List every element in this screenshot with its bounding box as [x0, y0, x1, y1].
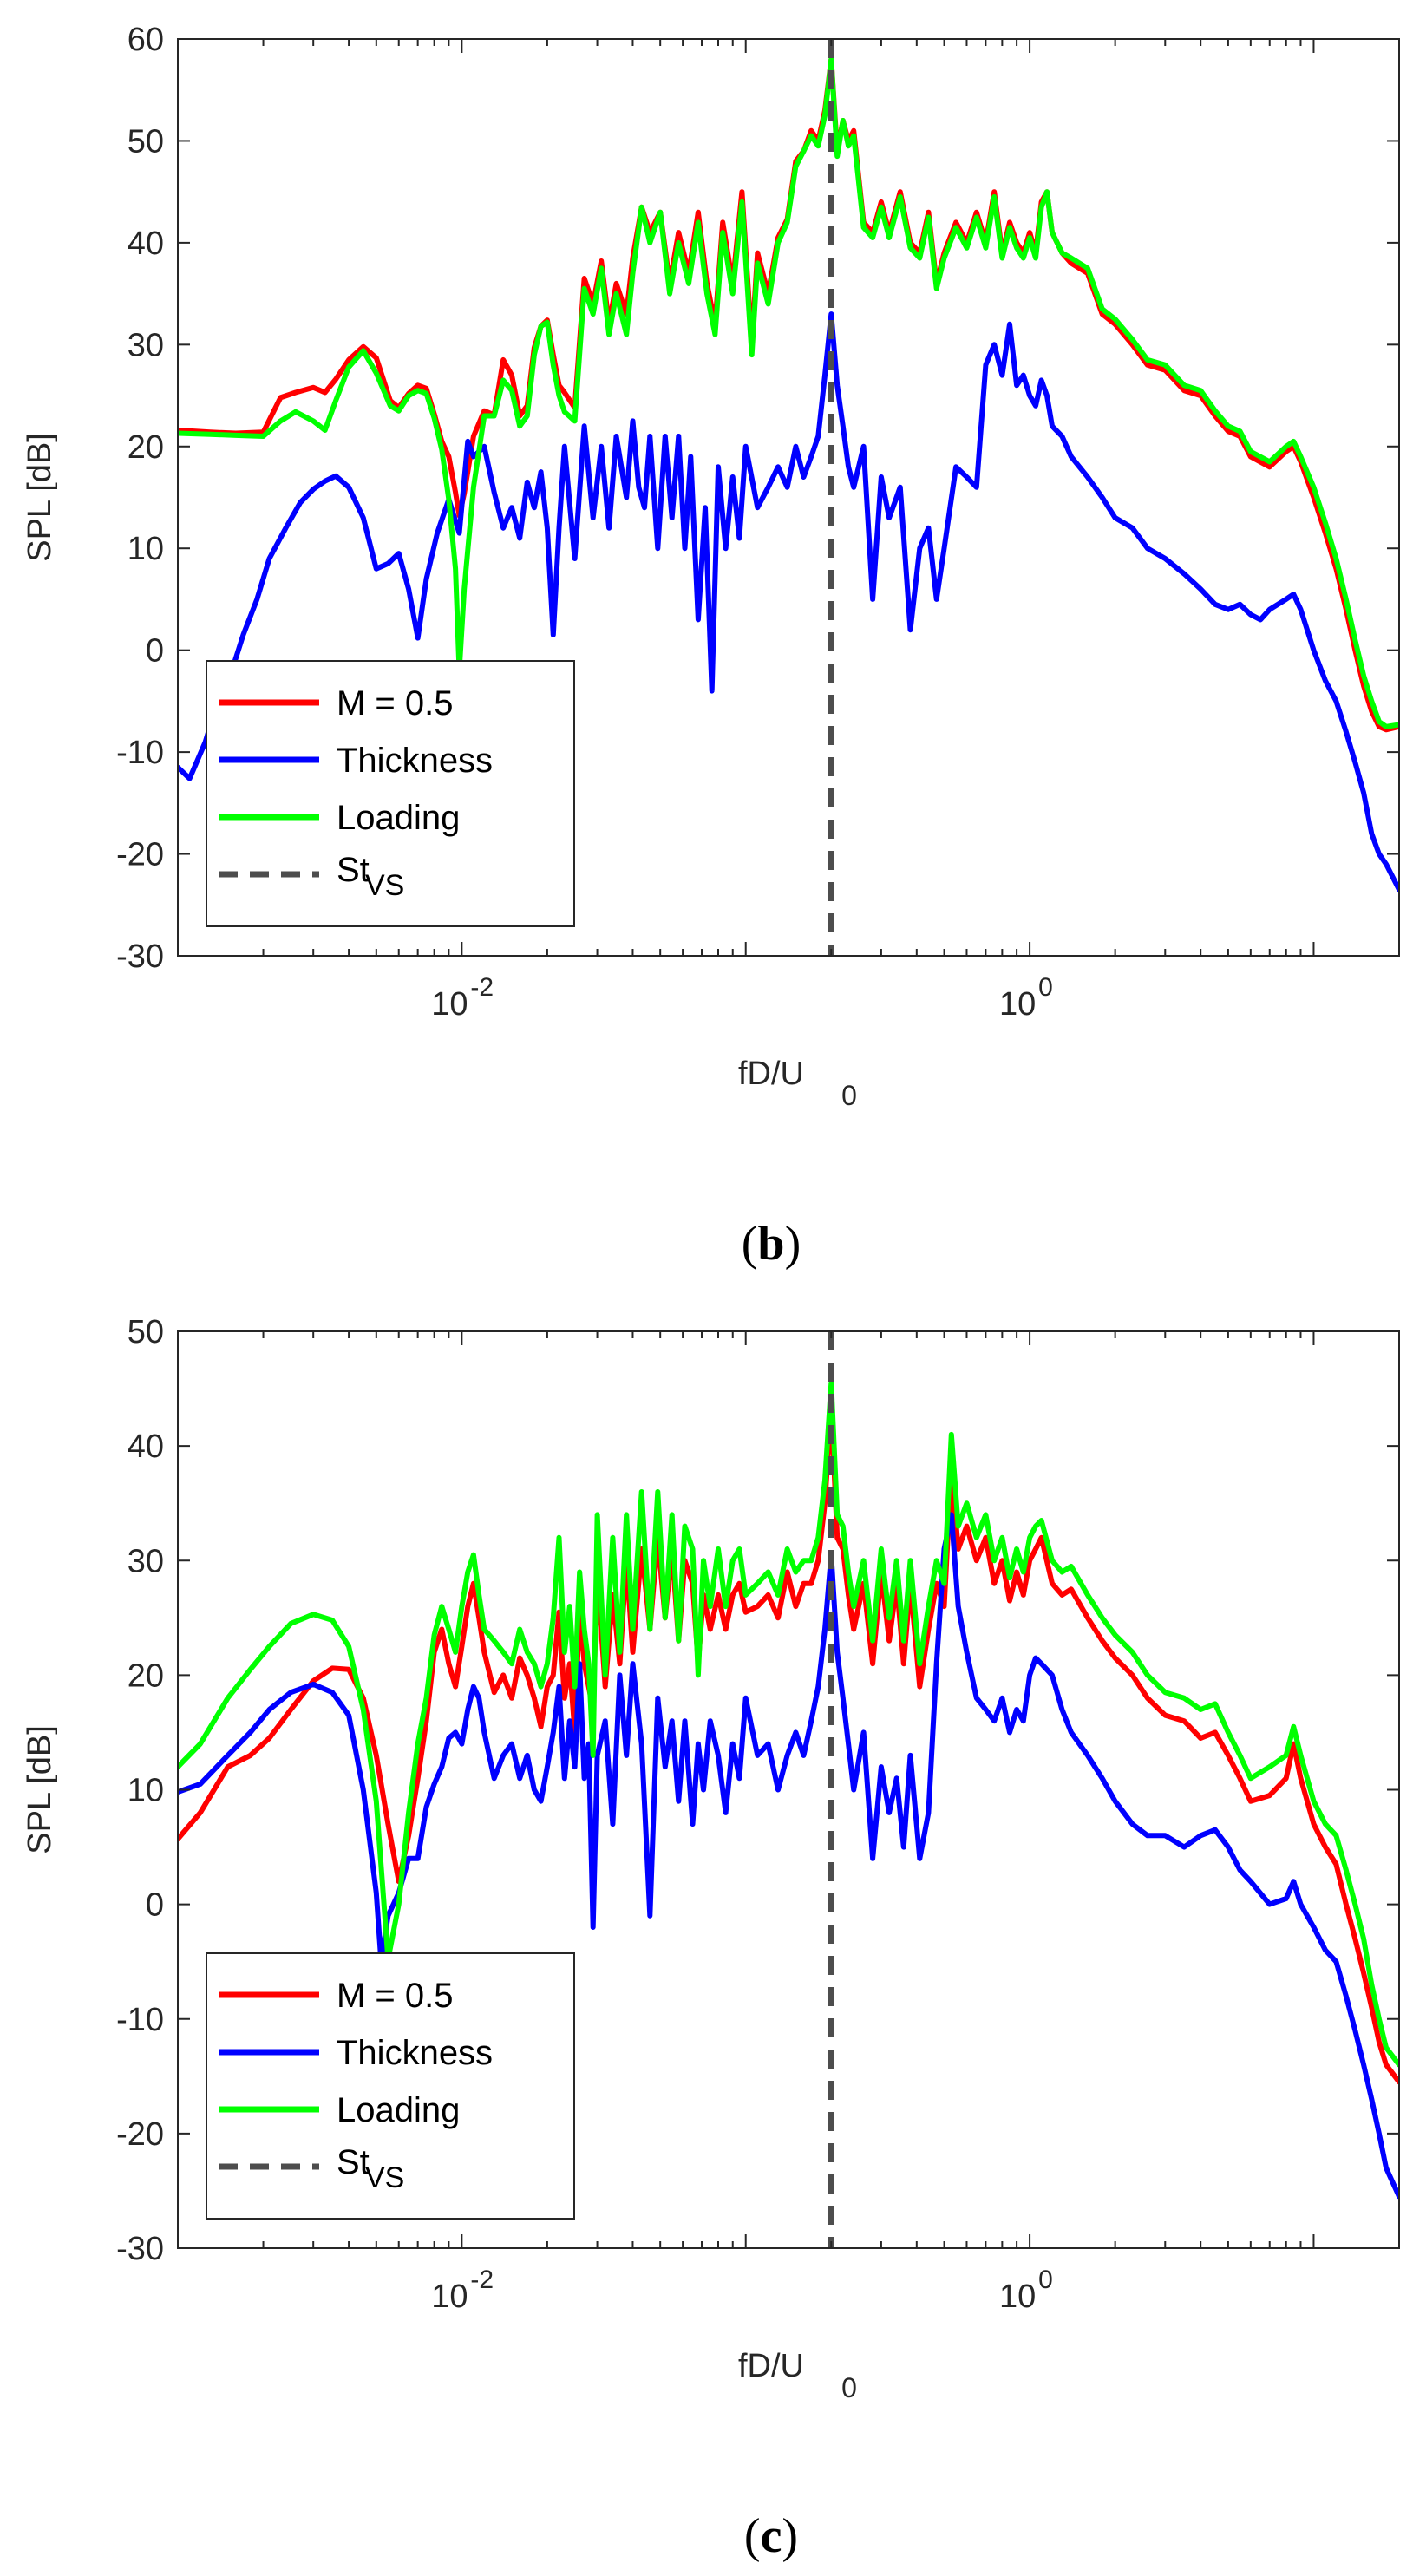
panel-caption: (c): [744, 2509, 798, 2563]
legend-label-st-vs-subscript: VS: [365, 869, 404, 902]
panel-label: c: [761, 2509, 782, 2563]
panel-caption: (b): [742, 1217, 801, 1271]
x-tick-label-exponent: -2: [470, 2265, 494, 2294]
y-tick-label: 50: [128, 1314, 164, 1350]
y-tick-label: 30: [128, 1543, 164, 1579]
axes-frame: [177, 38, 1400, 957]
y-tick-label: 40: [128, 1429, 164, 1465]
y-tick-label: 60: [128, 22, 164, 58]
x-tick-label-base: 10: [431, 2279, 468, 2315]
y-tick-label: 10: [128, 1773, 164, 1809]
y-tick-label: 0: [146, 633, 164, 670]
legend-label-st-vs-subscript: VS: [365, 2161, 404, 2194]
y-tick-label: -10: [116, 2002, 164, 2038]
legend-label: Loading: [337, 2091, 460, 2129]
x-axis-title-subscript: 0: [841, 1080, 857, 1111]
x-tick-label-exponent: -2: [470, 973, 494, 1002]
legend-label-st-vs: St: [337, 851, 370, 889]
legend-label: Thickness: [337, 742, 493, 780]
legend-label: Thickness: [337, 2034, 493, 2072]
y-tick-label: 10: [128, 531, 164, 567]
series-line-loading: [178, 56, 1399, 729]
y-tick-label: -10: [116, 735, 164, 771]
x-tick-label-base: 10: [999, 2279, 1036, 2315]
y-tick-label: -30: [116, 938, 164, 975]
x-axis-title: fD/U: [738, 2348, 804, 2384]
series-line-thickness: [178, 311, 1399, 892]
series-group: [178, 1331, 1399, 2248]
legend-label: Loading: [337, 799, 460, 837]
legend-label: M = 0.5: [337, 1977, 454, 2015]
legend-label-st-vs: St: [337, 2143, 370, 2181]
series-line-loading: [178, 1380, 1399, 2068]
x-tick-label-base: 10: [999, 986, 1036, 1023]
series-line-m-0-5: [178, 1402, 1399, 2085]
legend-box: [206, 1952, 575, 2220]
y-axis-title: SPL [dB]: [22, 433, 58, 562]
x-tick-label-exponent: 0: [1038, 973, 1053, 1002]
figure-panel-c: -30 -20 -10 0 10 20 30 40 50 10 -2 10 0 fD/U 0 SPL [dB]…: [0, 1292, 1413, 2576]
y-tick-label: -20: [116, 2116, 164, 2153]
x-tick-label-exponent: 0: [1038, 2265, 1053, 2294]
x-axis-title-subscript: 0: [841, 2372, 857, 2403]
x-tick-label-base: 10: [431, 986, 468, 1023]
y-tick-label: 0: [146, 1887, 164, 1924]
series-group: [178, 39, 1399, 956]
y-tick-label: -30: [116, 2231, 164, 2267]
panel-label: b: [757, 1217, 784, 1271]
y-axis-title: SPL [dB]: [22, 1725, 58, 1854]
y-tick-label: 20: [128, 1657, 164, 1694]
y-tick-label: 40: [128, 226, 164, 262]
figure-panel-b: -30 -20 -10 0 10 20 30 40 50 60 10 -2 10 0 fD/U 0 SPL [d…: [0, 0, 1413, 1284]
y-tick-label: 30: [128, 327, 164, 363]
x-axis-title: fD/U: [738, 1056, 804, 1092]
y-tick-label: -20: [116, 837, 164, 873]
legend-label: M = 0.5: [337, 684, 454, 722]
y-tick-label: 50: [128, 123, 164, 160]
series-line-thickness: [178, 1512, 1399, 2200]
y-tick-label: 20: [128, 429, 164, 466]
